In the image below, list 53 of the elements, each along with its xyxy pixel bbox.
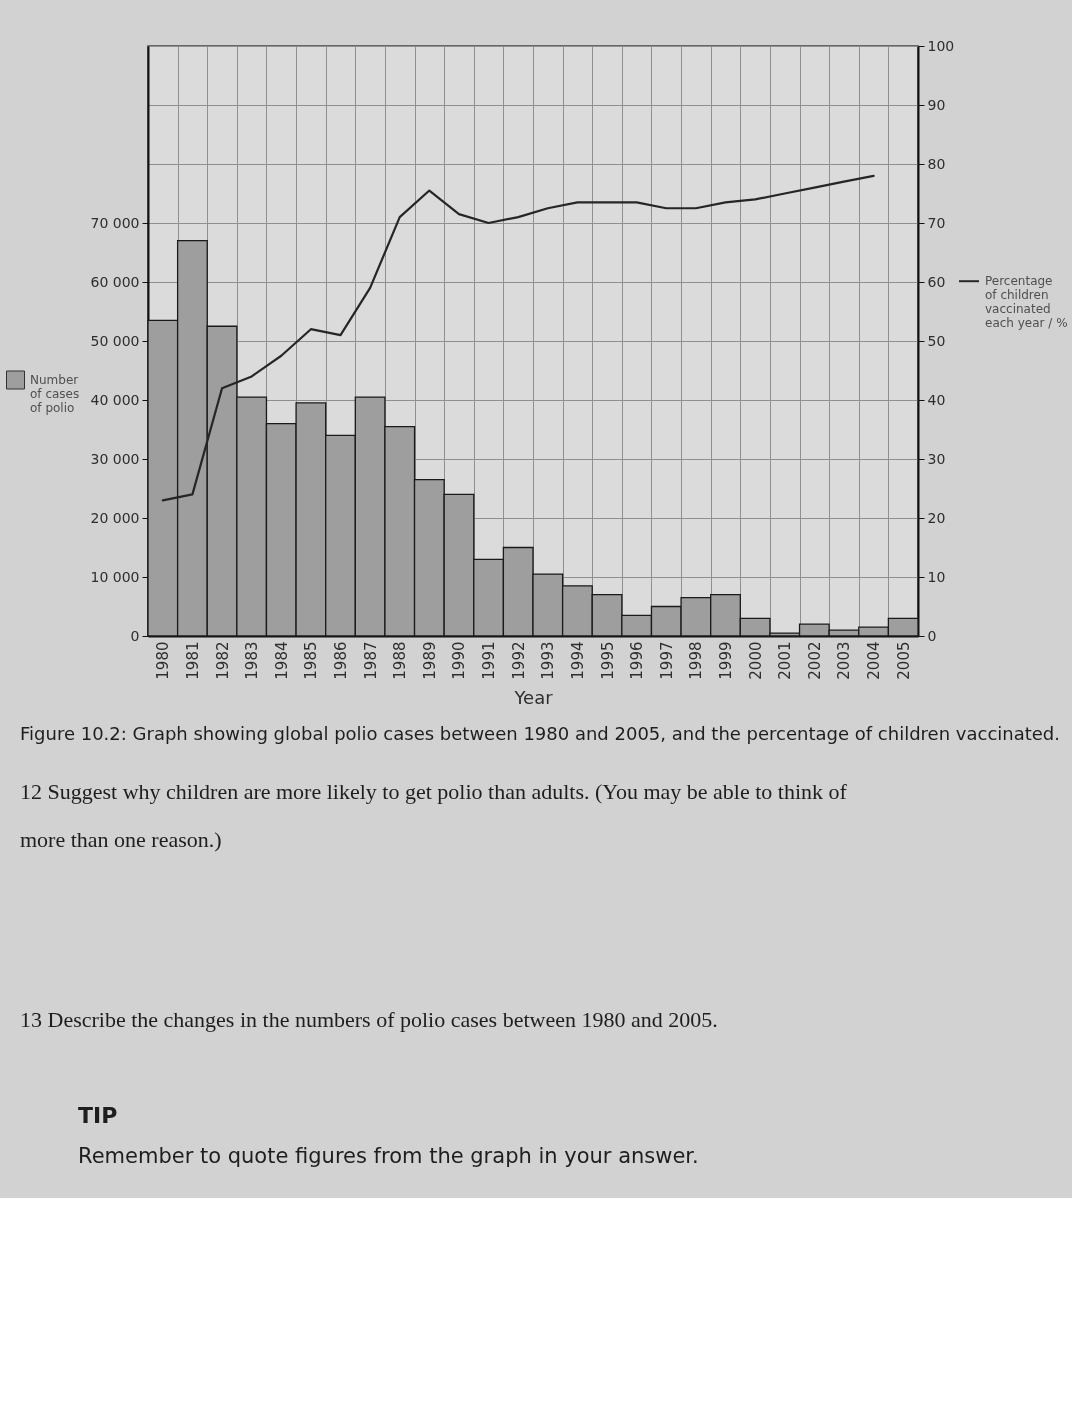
x-tick-label: 1982: [213, 641, 232, 680]
x-tick-label: 1993: [539, 641, 558, 680]
y2-tick-label: 60: [927, 273, 946, 290]
y2-tick-label: 20: [927, 509, 946, 526]
x-tick-label: 1988: [391, 641, 410, 680]
x-tick-label: 1985: [302, 641, 321, 680]
y-tick-label: 30 000: [90, 450, 140, 467]
y-tick-label: 20 000: [90, 509, 140, 526]
x-tick-label: 1983: [243, 641, 262, 680]
y2-tick-label: 0: [927, 627, 937, 644]
x-tick-label: 1980: [154, 641, 173, 680]
y2-tick-label: 50: [927, 332, 946, 349]
text: TIP: [78, 1103, 118, 1128]
y-tick-label: 10 000: [90, 568, 140, 585]
x-tick-label: 2003: [835, 641, 854, 680]
x-tick-label: 2005: [894, 641, 913, 680]
x-tick-label: 2001: [776, 641, 795, 680]
y2-tick-label: 80: [927, 155, 946, 172]
x-tick-label: 1997: [657, 641, 676, 680]
x-tick-label: 2002: [805, 641, 824, 680]
x-axis-title: Year: [513, 686, 554, 708]
y2-tick-label: 30: [927, 450, 946, 467]
legend-label: Number of cases of polio: [30, 373, 80, 415]
y-tick-label: 0: [130, 627, 140, 644]
y2-tick-label: 90: [927, 96, 946, 113]
y2-tick-label: 70: [927, 214, 946, 231]
x-tick-label: 1992: [509, 641, 528, 680]
x-tick-label: 1989: [420, 641, 439, 680]
x-tick-label: 1994: [568, 641, 587, 680]
caption: Figure 10.2: Graph showing global polio cases between 1980 and 2005, and the percentage of children vaccinated.: [20, 723, 1061, 744]
x-tick-label: 1998: [687, 641, 706, 680]
legend-label: Percentage of children vaccinated each year / %: [985, 274, 1068, 331]
y2-tick-label: 10: [927, 568, 946, 585]
y-tick-label: 40 000: [90, 391, 140, 408]
x-tick-label: 1995: [598, 641, 617, 680]
x-tick-label: 2004: [865, 641, 884, 680]
x-tick-label: 1990: [450, 641, 469, 680]
y-tick-label: 50 000: [90, 332, 140, 349]
x-tick-label: 1984: [272, 641, 291, 680]
x-tick-label: 1991: [480, 641, 499, 680]
y-tick-label: 70 000: [90, 214, 140, 231]
x-tick-label: 1986: [332, 641, 350, 680]
y2-tick-label: 100: [927, 37, 955, 54]
x-tick-label: 2000: [746, 641, 765, 680]
x-tick-label: 1996: [628, 641, 647, 680]
x-tick-label: 1981: [183, 641, 202, 680]
text: 13 Describe the changes in the numbers of polio cases between 1980 and 2005.: [20, 1007, 718, 1032]
y-tick-label: 60 000: [90, 273, 140, 290]
text: Remember to quote figures from the graph in your answer.: [78, 1144, 699, 1168]
x-tick-label: 1987: [361, 641, 380, 680]
y2-tick-label: 40: [927, 391, 946, 408]
x-tick-label: 1999: [717, 641, 735, 680]
text: 12 Suggest why children are more likely to get polio than adults. (You may be able to think of more than one reason.): [20, 779, 848, 852]
